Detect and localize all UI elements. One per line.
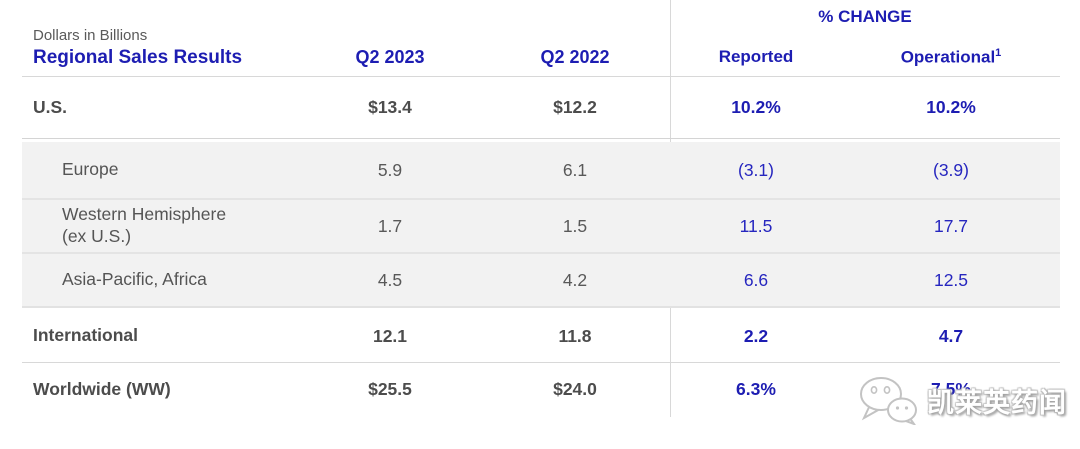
- value-q2-2022: $12.2: [553, 97, 597, 117]
- table-title-block: Dollars in Billions Regional Sales Resul…: [22, 27, 300, 77]
- value-q2-2022: 4.2: [562, 269, 588, 290]
- value-reported: (3.1): [738, 159, 774, 180]
- table-row-asia-pacific-africa: Asia-Pacific, Africa 4.5 4.2 6.6 12.5: [22, 254, 1060, 306]
- column-header-q2-2022: Q2 2022: [540, 47, 610, 67]
- value-reported: 10.2%: [731, 97, 781, 117]
- footnote-marker: 1: [995, 47, 1002, 60]
- row-label: Worldwide (WW): [33, 378, 171, 399]
- table-header: Dollars in Billions Regional Sales Resul…: [22, 0, 1060, 77]
- percent-change-subheaders: Reported Operational1: [670, 47, 1060, 76]
- row-label: Asia-Pacific, Africa: [62, 269, 207, 290]
- value-reported: 2.2: [743, 325, 769, 346]
- table-subtitle: Dollars in Billions: [33, 26, 148, 44]
- percent-change-header: % CHANGE: [818, 7, 912, 26]
- value-q2-2023: 1.7: [377, 215, 403, 236]
- wechat-icon: [860, 377, 917, 425]
- table-row-western-hemisphere: Western Hemisphere (ex U.S.) 1.7 1.5 11.…: [22, 200, 1060, 254]
- table-row-worldwide: Worldwide (WW) $25.5 $24.0 6.3% 7.5%: [22, 363, 1060, 416]
- watermark-text: 凯莱英药闻: [927, 387, 1067, 418]
- table-row-international: International 12.1 11.8 2.2 4.7: [22, 310, 1060, 363]
- table-title: Regional Sales Results: [33, 47, 243, 69]
- regional-sales-table: Dollars in Billions Regional Sales Resul…: [22, 0, 1060, 416]
- value-q2-2022: $24.0: [553, 379, 597, 399]
- value-operational: 17.7: [933, 215, 969, 236]
- value-operational: (3.9): [933, 159, 969, 180]
- value-q2-2022: 1.5: [562, 215, 588, 236]
- value-q2-2022: 11.8: [558, 325, 592, 346]
- subregion-band: Europe 5.9 6.1 (3.1) (3.9) Western Hemis…: [22, 142, 1060, 308]
- value-q2-2023: 12.1: [372, 325, 408, 346]
- row-label: Western Hemisphere (ex U.S.): [62, 204, 227, 246]
- value-operational: 10.2%: [926, 97, 976, 117]
- value-q2-2023: $13.4: [368, 97, 412, 117]
- value-q2-2023: $25.5: [368, 379, 412, 399]
- column-header-reported: Reported: [718, 47, 794, 67]
- value-reported: 11.5: [739, 215, 773, 236]
- value-reported: 6.3%: [736, 379, 776, 399]
- value-operational: 12.5: [933, 269, 969, 290]
- column-header-q2-2023: Q2 2023: [355, 47, 425, 67]
- row-label: Europe: [62, 159, 119, 180]
- value-reported: 6.6: [743, 269, 769, 290]
- row-label: International: [33, 325, 139, 346]
- value-q2-2023: 4.5: [377, 269, 403, 290]
- table-row-europe: Europe 5.9 6.1 (3.1) (3.9): [22, 142, 1060, 200]
- table-row-us: U.S. $13.4 $12.2 10.2% 10.2%: [22, 77, 1060, 139]
- value-operational: 4.7: [938, 325, 964, 346]
- value-q2-2022: 6.1: [562, 159, 588, 180]
- column-header-operational: Operational1: [900, 47, 1002, 67]
- row-label: U.S.: [33, 96, 68, 117]
- value-q2-2023: 5.9: [377, 159, 403, 180]
- value-operational: 7.5%: [931, 379, 971, 399]
- watermark: 凯莱英药闻: [857, 374, 1067, 426]
- percent-change-header-group: % CHANGE Reported Operational1: [670, 0, 1060, 76]
